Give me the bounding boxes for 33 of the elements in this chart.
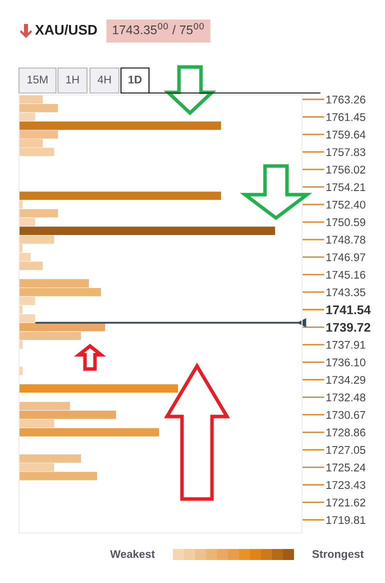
y-tick-label: 1752.40 <box>326 200 366 209</box>
y-tick-label: 1730.67 <box>326 411 366 419</box>
y-tick-label: 1732.48 <box>326 393 366 402</box>
y-tick-label: 1721.62 <box>326 498 366 506</box>
y-tick-label: 1734.29 <box>326 376 366 384</box>
y-tick-label: 1761.45 <box>326 113 366 122</box>
text: 4H <box>98 76 111 84</box>
y-tick-label: 1737.91 <box>326 340 366 349</box>
text: Weakest <box>110 550 155 558</box>
y-tick-label: 1727.05 <box>326 446 366 454</box>
y-tick-label: 1741.54 <box>326 306 371 314</box>
y-tick-label: 1743.35 <box>326 288 366 296</box>
y-tick-label: 1750.59 <box>326 218 366 226</box>
y-tick-label: 1763.26 <box>326 96 366 104</box>
y-tick-label: 1719.81 <box>326 516 366 524</box>
chart-title: XAU/USD <box>35 24 97 35</box>
text: 1D <box>128 76 142 84</box>
text: Strongest <box>312 550 364 560</box>
y-tick-label: 1745.16 <box>326 270 366 279</box>
y-tick-label: 1754.21 <box>326 183 366 192</box>
y-tick-label: 1728.86 <box>326 428 366 436</box>
y-tick-label: 1756.02 <box>326 166 366 174</box>
chart-subtitle: 1743.35$^{00}$ / 75$^{00}$ <box>112 22 204 34</box>
text: 1H <box>66 76 79 84</box>
y-tick-label: 1759.64 <box>326 130 366 139</box>
y-tick-label: 1757.83 <box>326 148 366 156</box>
y-tick-label: 1739.72 <box>326 322 370 332</box>
y-tick-label: 1723.43 <box>326 481 366 489</box>
y-tick-label: 1736.10 <box>326 358 366 366</box>
text: 15M <box>28 76 48 84</box>
y-tick-label: 1746.97 <box>326 253 366 262</box>
y-tick-label: 1748.78 <box>326 236 366 244</box>
y-tick-label: 1725.24 <box>326 464 366 472</box>
